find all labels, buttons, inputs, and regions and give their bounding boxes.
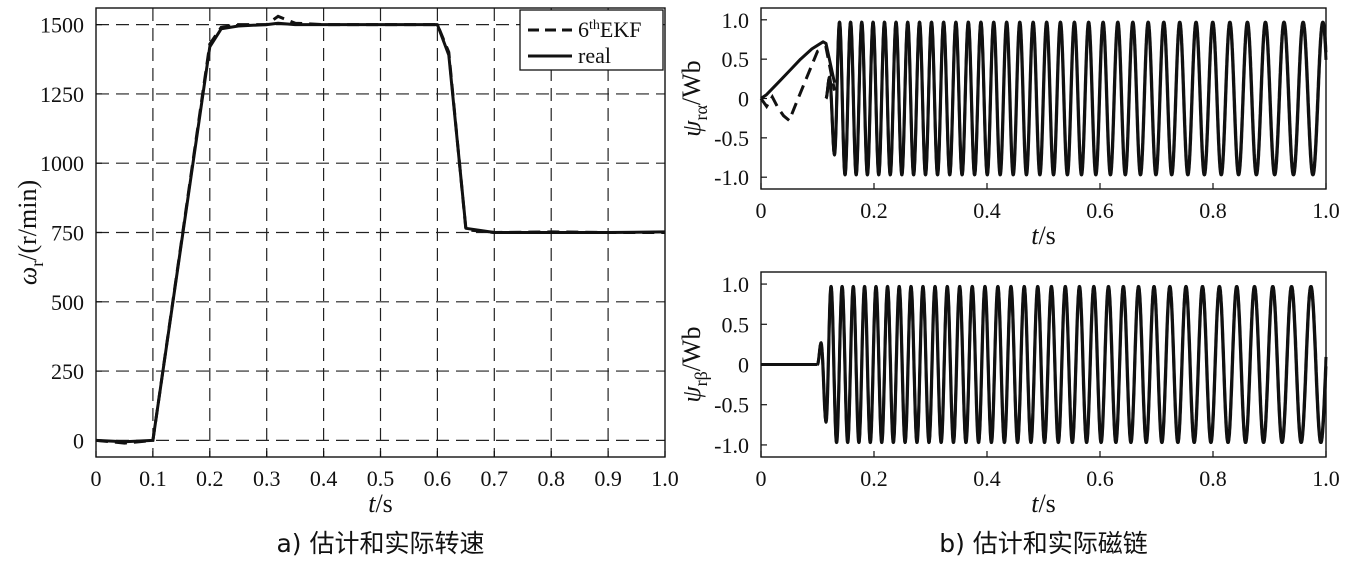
x-tick-label: 0.2 — [196, 466, 224, 491]
x-tick-label: 1.0 — [1312, 466, 1340, 491]
chart-speed: 0 0.1 0.2 0.3 0.4 0.5 0.6 0.7 0.8 0.9 1.0 0 250 500 75… — [13, 7, 679, 558]
y-tick-label: 1.0 — [722, 8, 750, 33]
x-tick-label: 0 — [91, 466, 102, 491]
x-tick-label: 0.4 — [973, 466, 1001, 491]
y-axis-label: ψrα/Wb — [677, 60, 711, 136]
plot-frame — [95, 7, 666, 458]
legend-label: 6thEKF — [578, 17, 641, 42]
y-tick-label: 0 — [73, 428, 84, 453]
caption: b) 估计和实际磁链 — [939, 529, 1148, 558]
y-tick-label: 500 — [51, 290, 84, 315]
y-tick-label: 1000 — [40, 151, 84, 176]
y-tick-label: -1.0 — [714, 433, 749, 458]
x-tick-label: 0.1 — [139, 466, 167, 491]
y-tick-label: 750 — [51, 221, 84, 246]
x-tick-label: 0.7 — [481, 466, 509, 491]
y-tick-label: -0.5 — [714, 393, 749, 418]
x-tick-label: 1.0 — [1312, 198, 1340, 223]
x-axis-label: t/s — [368, 489, 393, 518]
x-tick-label: 0.8 — [537, 466, 565, 491]
x-tick-label: 0.6 — [424, 466, 452, 491]
series-real-line — [95, 21, 666, 444]
x-tick-label: 0.5 — [367, 466, 395, 491]
y-tick-label: -1.0 — [714, 165, 749, 190]
chart-flux_beta: 0 0.2 0.4 0.6 0.8 1.0 -1.0 -0.5 0 0.5 1.0 t/s ψrβ/Wb… — [677, 271, 1340, 558]
legend-label: real — [578, 43, 611, 68]
y-tick-label: 1250 — [40, 82, 84, 107]
x-tick-label: 0.8 — [1199, 198, 1227, 223]
y-tick-label: 250 — [51, 359, 84, 384]
y-axis-label: ωr/(r/min) — [13, 180, 47, 285]
y-tick-label: 0 — [738, 353, 749, 378]
y-tick-label: 0 — [738, 87, 749, 112]
legend-box — [519, 9, 664, 71]
x-tick-label: 0.6 — [1086, 466, 1114, 491]
x-axis-label: t/s — [1031, 221, 1056, 250]
x-tick-label: 0.3 — [253, 466, 281, 491]
x-tick-label: 0.2 — [860, 466, 888, 491]
caption: a) 估计和实际转速 — [276, 529, 484, 558]
y-tick-label: 0.5 — [722, 47, 750, 72]
plot-frame — [760, 271, 1327, 458]
y-axis-label: ψrβ/Wb — [677, 326, 711, 402]
x-tick-label: 0.4 — [310, 466, 338, 491]
y-tick-label: 0.5 — [722, 312, 750, 337]
x-tick-label: 0.2 — [860, 198, 888, 223]
plot-frame — [760, 7, 1327, 190]
series-real-oscillation — [816, 285, 1328, 444]
series-real-line — [760, 40, 836, 100]
x-tick-label: 1.0 — [651, 466, 679, 491]
x-tick-label: 0.4 — [973, 198, 1001, 223]
x-tick-label: 0.6 — [1086, 198, 1114, 223]
x-axis-label: t/s — [1031, 489, 1056, 518]
y-tick-label: 1.0 — [722, 272, 750, 297]
series-6thEKF-line — [759, 45, 836, 123]
x-tick-label: 0 — [756, 466, 767, 491]
x-tick-label: 0 — [756, 198, 767, 223]
series-real-oscillation — [824, 20, 1328, 177]
x-tick-label: 0.8 — [1199, 466, 1227, 491]
x-tick-label: 0.9 — [594, 466, 622, 491]
y-tick-label: 1500 — [40, 13, 84, 38]
chart-flux_alpha: 0 0.2 0.4 0.6 0.8 1.0 -1.0 -0.5 0 0.5 1.0 t/s ψrα/Wb — [677, 7, 1340, 250]
y-tick-label: -0.5 — [714, 126, 749, 151]
